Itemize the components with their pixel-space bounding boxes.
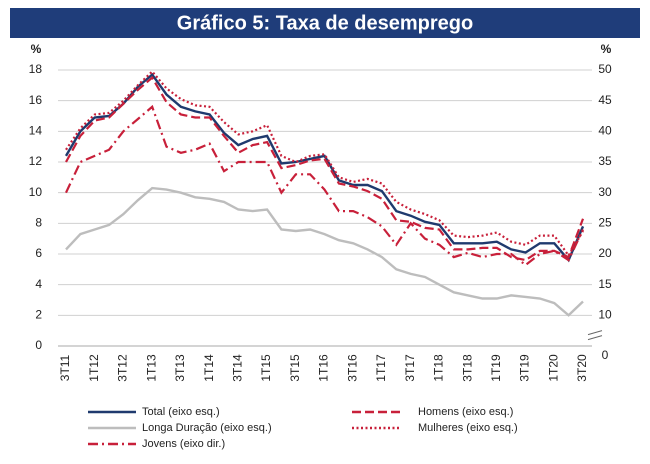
legend-label: Mulheres (eixo esq.) — [418, 422, 518, 434]
series-line — [65, 104, 584, 267]
x-tick-label: 3T15 — [288, 354, 302, 382]
y-tick-label: 10 — [29, 185, 43, 199]
y2-tick-label: 40 — [598, 124, 612, 138]
y-tick-label: 18 — [29, 62, 43, 76]
x-tick-label: 1T15 — [259, 354, 273, 382]
x-tick-label: 1T20 — [546, 354, 560, 382]
y2-tick-label: 0 — [602, 348, 609, 362]
x-tick-label: 3T18 — [460, 354, 474, 382]
legend-label: Homens (eixo esq.) — [418, 406, 513, 418]
y2-tick-label: 20 — [598, 246, 612, 260]
legend-label: Jovens (eixo dir.) — [142, 438, 225, 450]
y-tick-label: 14 — [29, 124, 43, 138]
x-tick-label: 3T17 — [403, 354, 417, 382]
chart-title: Gráfico 5: Taxa de desemprego — [177, 12, 473, 34]
x-tick-label: 3T16 — [345, 354, 359, 382]
series-line — [65, 69, 584, 258]
x-tick-label: 3T11 — [58, 354, 72, 381]
legend-label: Longa Duração (eixo esq.) — [142, 422, 272, 434]
x-tick-label: 3T13 — [173, 354, 187, 382]
x-tick-label: 1T16 — [317, 354, 331, 382]
y-tick-label: 16 — [29, 93, 43, 107]
legend-label: Total (eixo esq.) — [142, 406, 220, 418]
x-tick-label: 1T19 — [489, 354, 503, 382]
y2-tick-label: 25 — [598, 216, 612, 230]
y-tick-label: 0 — [35, 338, 42, 352]
series-line — [65, 76, 585, 262]
y2-tick-label: 10 — [598, 308, 612, 322]
x-tick-label: 1T13 — [144, 354, 158, 382]
x-tick-label: 3T12 — [116, 354, 130, 382]
series-line — [64, 72, 585, 263]
y2-axis-label: % — [601, 42, 612, 56]
title-banner — [10, 8, 640, 38]
y2-tick-label: 45 — [598, 93, 612, 107]
x-tick-label: 3T19 — [518, 354, 532, 382]
x-tick-label: 1T12 — [87, 354, 101, 382]
x-tick-label: 1T14 — [202, 354, 216, 382]
axis-break — [587, 330, 603, 336]
x-tick-label: 3T14 — [231, 354, 245, 382]
axis-break — [587, 335, 603, 341]
y-tick-label: 4 — [35, 277, 42, 291]
y2-tick-label: 35 — [598, 154, 612, 168]
y-axis-label: % — [31, 42, 42, 56]
series-line — [65, 186, 584, 317]
y2-tick-label: 50 — [598, 62, 612, 76]
y-tick-label: 8 — [35, 216, 42, 230]
y2-tick-label: 30 — [598, 185, 612, 199]
y2-tick-label: 15 — [598, 277, 612, 291]
x-tick-label: 3T20 — [575, 354, 589, 382]
y-tick-label: 6 — [35, 246, 42, 260]
x-tick-label: 1T17 — [374, 354, 388, 382]
y-tick-label: 2 — [35, 308, 42, 322]
x-tick-label: 1T18 — [432, 354, 446, 382]
y-tick-label: 12 — [29, 154, 43, 168]
